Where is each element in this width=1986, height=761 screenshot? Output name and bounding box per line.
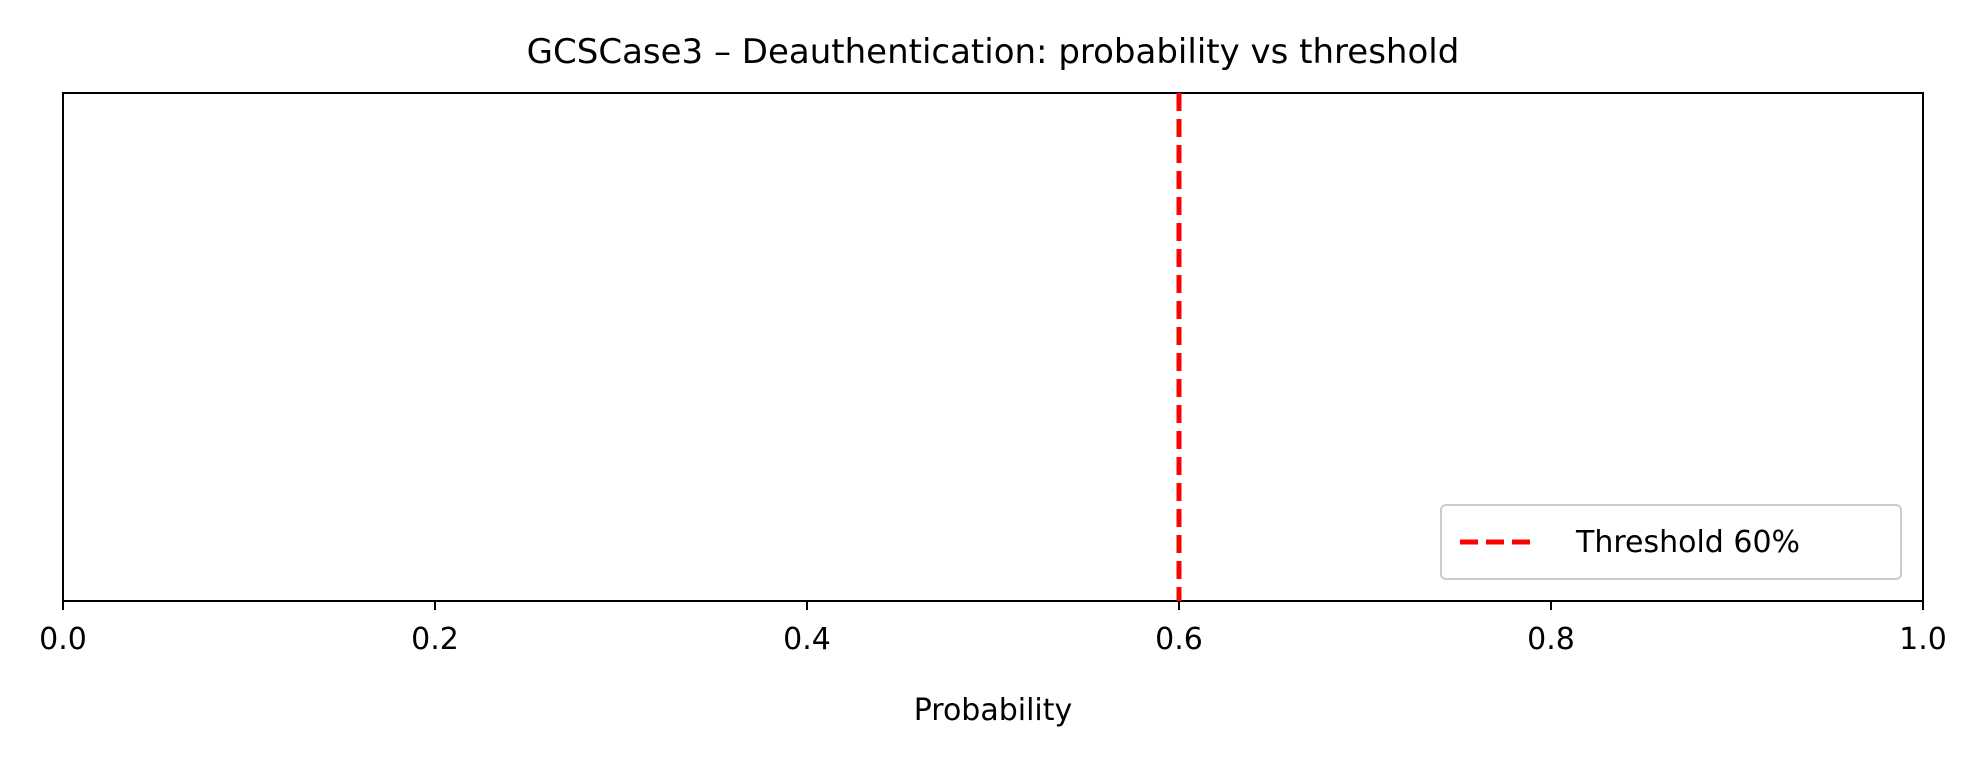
chart-title: GCSCase3 – Deauthentication: probability…	[527, 32, 1460, 72]
x-tick-label: 0.2	[411, 622, 459, 657]
x-tick-label: 1.0	[1899, 622, 1947, 657]
x-axis-label: Probability	[914, 693, 1073, 728]
x-tick-label: 0.4	[783, 622, 831, 657]
legend: Threshold 60%	[1440, 504, 1902, 580]
x-axis-ticks: 0.0 0.2 0.4 0.6 0.8 1.0	[39, 601, 1947, 657]
x-tick-label: 0.0	[39, 622, 87, 657]
x-tick-label: 0.6	[1155, 622, 1203, 657]
legend-box	[1440, 504, 1902, 580]
legend-label-threshold: Threshold 60%	[1575, 525, 1800, 560]
x-tick-label: 0.8	[1527, 622, 1575, 657]
